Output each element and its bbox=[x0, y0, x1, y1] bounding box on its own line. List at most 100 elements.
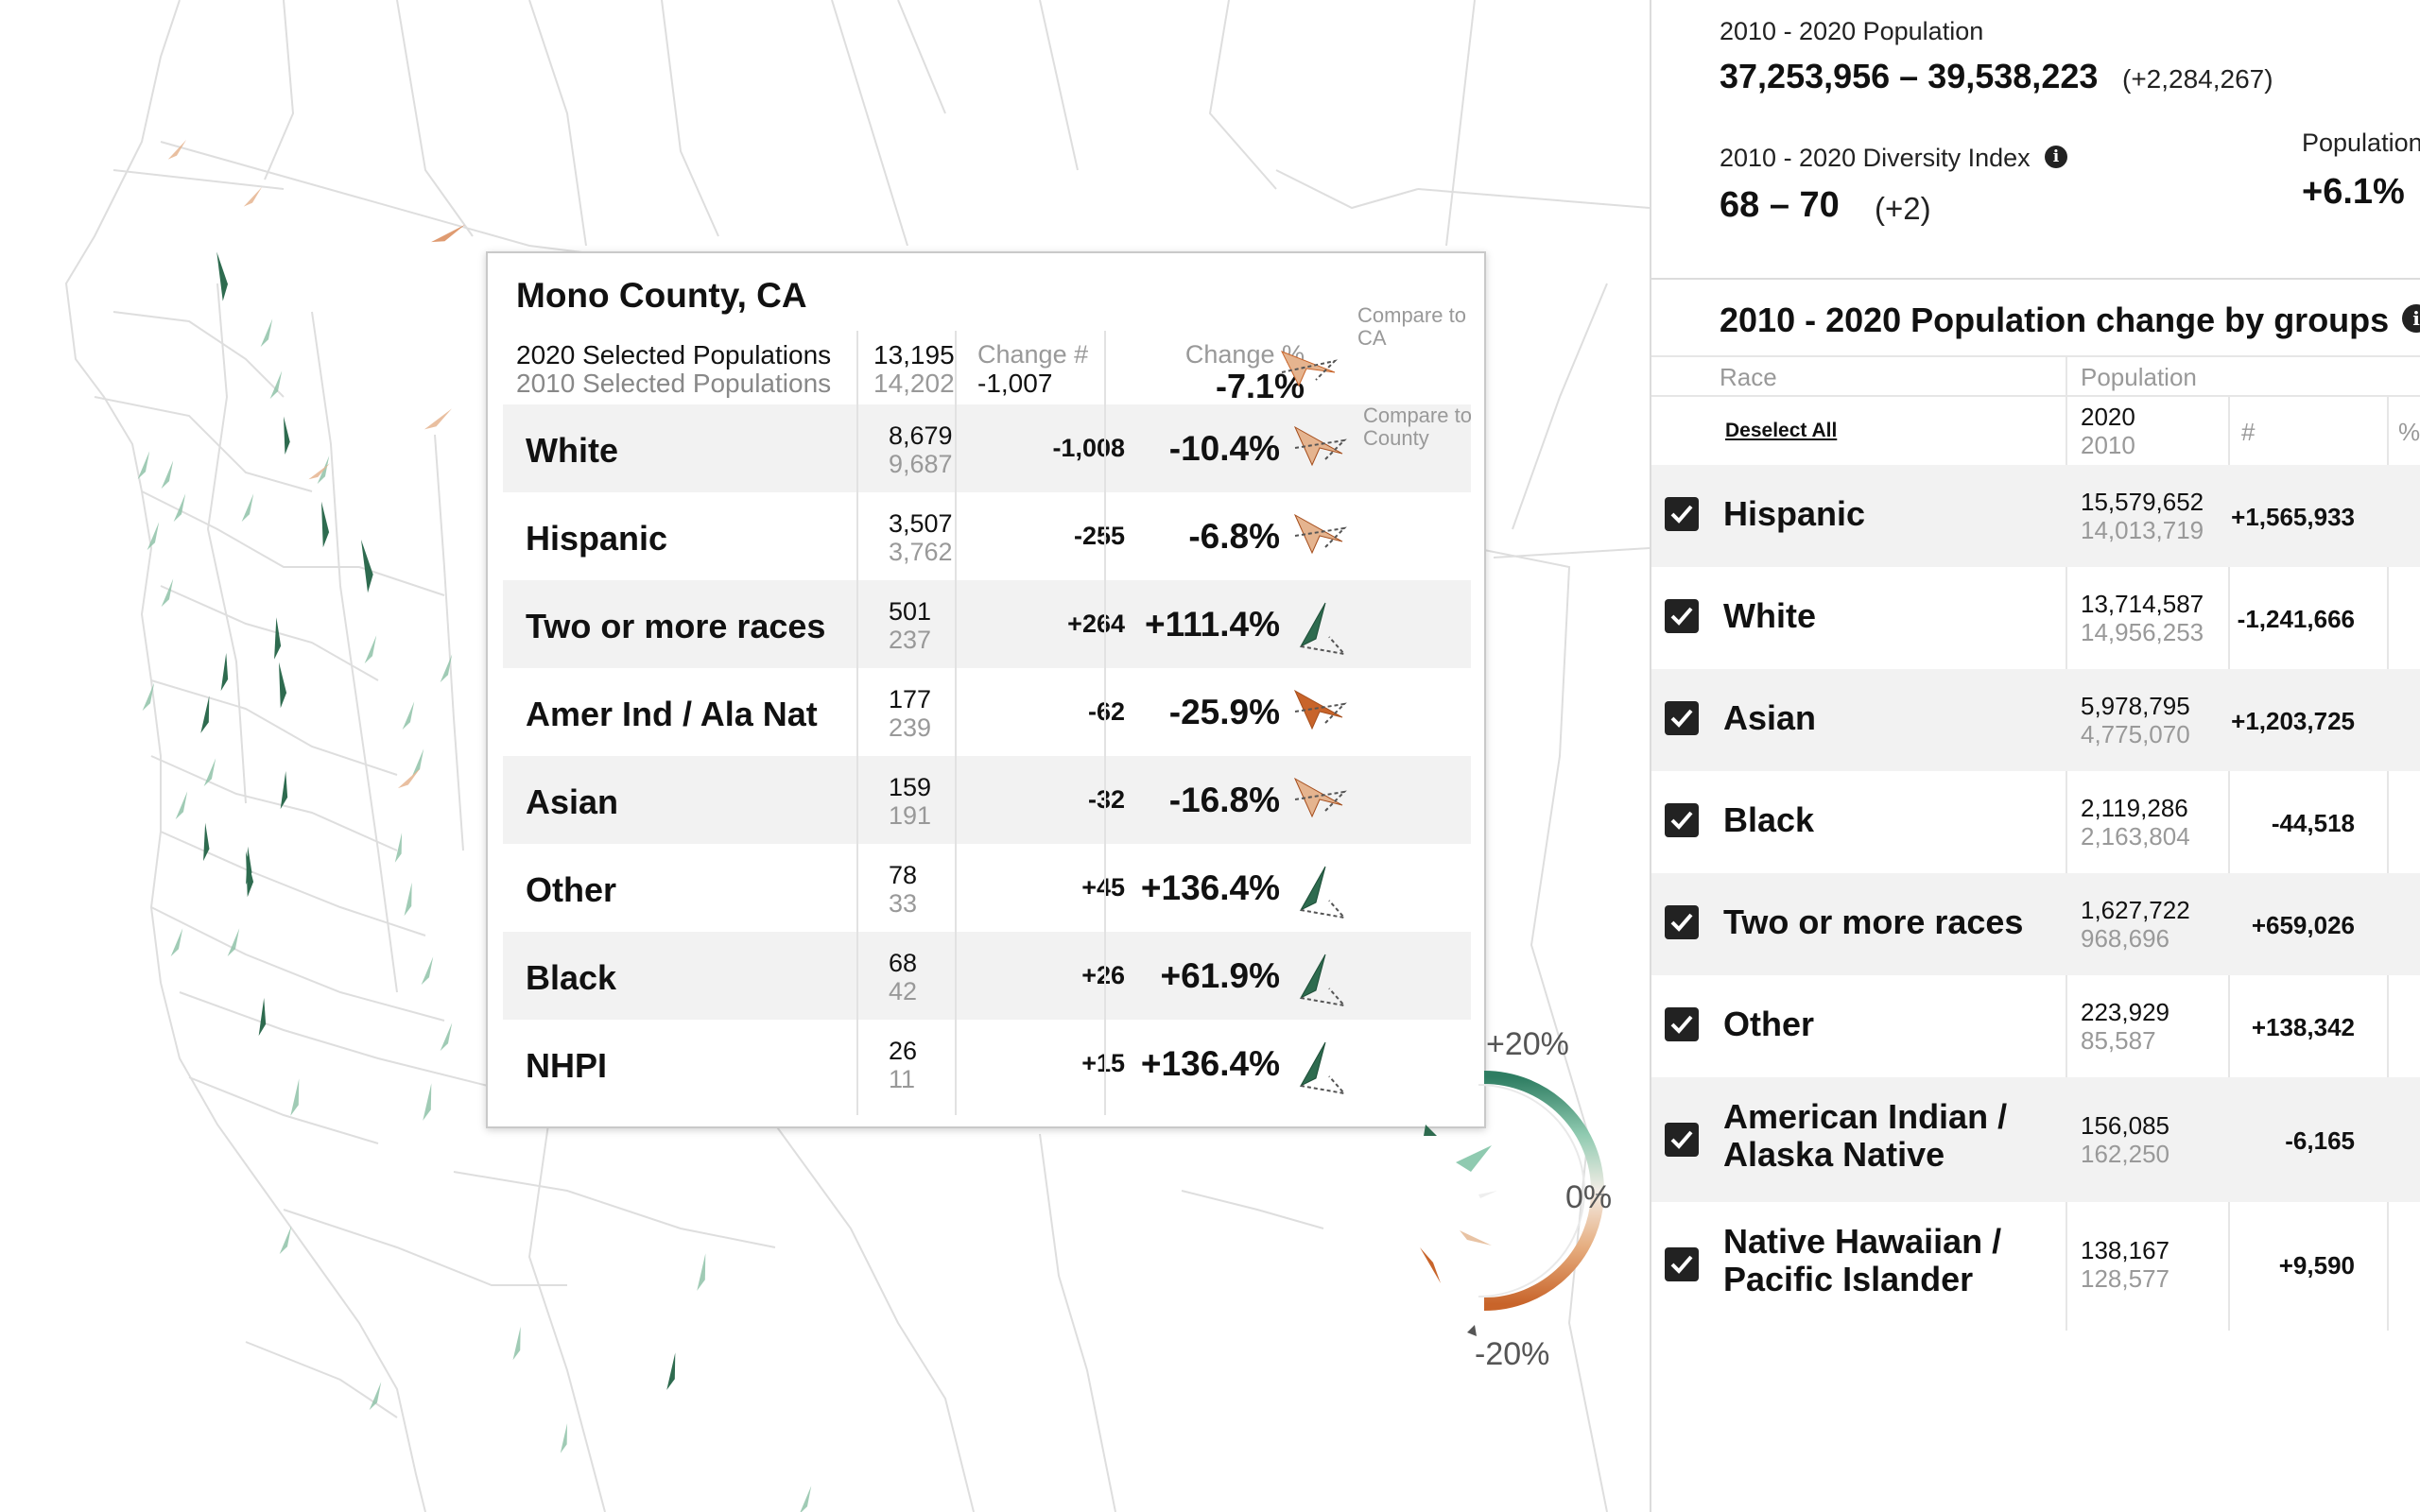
value-2010: 42 bbox=[889, 977, 918, 1005]
group-value-2020: 1,627,722 bbox=[2081, 896, 2190, 924]
map-arrow-marker bbox=[440, 654, 453, 683]
value-2010: 239 bbox=[889, 713, 932, 742]
change-number: -1,008 bbox=[1052, 434, 1125, 462]
population-change: (+2,284,267) bbox=[2122, 64, 2273, 94]
map-arrow-marker bbox=[142, 682, 155, 712]
group-change-number: +659,026 bbox=[2251, 911, 2355, 939]
decrease-arrow-icon bbox=[1288, 507, 1354, 575]
summary-value-2010: 14,202 bbox=[873, 369, 955, 398]
group-row-other[interactable]: Other 223,929 85,587 +138,342 bbox=[1651, 975, 2420, 1077]
group-value-2010: 2,163,804 bbox=[2081, 822, 2190, 850]
popup-row-two-or-more-races: Two or more races 501 237 +264 +111.4% bbox=[503, 580, 1471, 668]
value-2020: 68 bbox=[889, 949, 918, 977]
county-boundaries bbox=[64, 0, 1650, 1512]
map-arrow-marker bbox=[147, 522, 160, 551]
value-2010: 3,762 bbox=[889, 538, 953, 566]
change-percent: -10.4% bbox=[1168, 429, 1280, 468]
group-row-white[interactable]: White 13,714,587 14,956,253 -1,241,666 bbox=[1651, 567, 2420, 669]
summary-pct-value: -7.1% bbox=[1215, 367, 1305, 405]
groups-info-icon[interactable]: i bbox=[2402, 304, 2420, 333]
group-checkbox[interactable] bbox=[1665, 1007, 1699, 1041]
map-arrow-marker bbox=[666, 1352, 676, 1390]
info-icon[interactable]: i bbox=[2045, 146, 2067, 168]
group-checkbox[interactable] bbox=[1665, 1247, 1699, 1281]
group-checkbox[interactable] bbox=[1665, 701, 1699, 735]
population-pct-label: Population bbox=[2302, 129, 2420, 157]
group-row-asian[interactable]: Asian 5,978,795 4,775,070 +1,203,725 bbox=[1651, 669, 2420, 771]
value-2020: 159 bbox=[889, 773, 932, 801]
decrease-arrow-icon bbox=[1288, 683, 1354, 750]
column-divider bbox=[2228, 397, 2230, 1331]
group-value-2020: 2,119,286 bbox=[2081, 794, 2188, 822]
summary-change-value: -1,007 bbox=[977, 369, 1053, 398]
legend-top-label: +20% bbox=[1486, 1026, 1569, 1062]
group-row-american-indian-alaska-native[interactable]: American Indian / Alaska Native 156,085 16… bbox=[1651, 1077, 2420, 1202]
value-2020: 3,507 bbox=[889, 509, 953, 538]
map-arrow-marker bbox=[258, 997, 267, 1037]
group-checkbox[interactable] bbox=[1665, 905, 1699, 939]
value-2010: 237 bbox=[889, 626, 932, 654]
change-percent: -16.8% bbox=[1168, 781, 1280, 819]
map-arrow-marker bbox=[269, 370, 283, 400]
group-row-native-hawaiian-pacific-islander[interactable]: Native Hawaiian / Pacific Islander 138,16… bbox=[1651, 1202, 2420, 1327]
legend-mid-label: 0% bbox=[1565, 1179, 1613, 1215]
group-change-number: -44,518 bbox=[2271, 809, 2355, 837]
change-percent: -6.8% bbox=[1188, 517, 1280, 556]
map-arrow-marker bbox=[423, 1083, 432, 1121]
map-arrow-marker bbox=[283, 416, 290, 455]
popup-table: White 8,679 9,687 -1,008 -10.4% Hispanic 3,507… bbox=[503, 404, 1471, 1108]
map-arrow-marker bbox=[421, 956, 434, 986]
value-2010: 191 bbox=[889, 801, 932, 830]
deselect-all-link[interactable]: Deselect All bbox=[1725, 420, 1838, 441]
group-value-2020: 156,085 bbox=[2081, 1111, 2169, 1140]
map-arrow-marker bbox=[799, 1486, 812, 1512]
group-change-number: +1,203,725 bbox=[2231, 707, 2355, 735]
change-percent: +111.4% bbox=[1144, 605, 1280, 644]
group-change-number: +9,590 bbox=[2278, 1251, 2355, 1280]
map-arrow-marker bbox=[167, 139, 187, 160]
increase-arrow-icon bbox=[1288, 947, 1354, 1014]
map-arrow-marker bbox=[290, 1078, 300, 1116]
group-checkbox[interactable] bbox=[1665, 599, 1699, 633]
group-value-2010: 4,775,070 bbox=[2081, 720, 2190, 748]
group-value-2010: 968,696 bbox=[2081, 924, 2169, 953]
summary-label-2010: 2010 Selected Populations bbox=[516, 369, 832, 398]
change-number: +264 bbox=[1067, 610, 1125, 638]
race-name: White bbox=[526, 431, 618, 470]
map-arrow-marker bbox=[170, 928, 183, 957]
increase-arrow-icon bbox=[1288, 595, 1354, 662]
group-name: Other bbox=[1723, 1005, 1815, 1043]
column-change-number: # bbox=[2241, 418, 2256, 446]
race-name: Two or more races bbox=[526, 607, 826, 645]
change-number: -255 bbox=[1073, 522, 1125, 550]
map-arrow-marker bbox=[361, 539, 373, 593]
decrease-arrow-icon bbox=[1288, 771, 1354, 838]
map-arrow-marker bbox=[424, 408, 452, 430]
group-row-hispanic[interactable]: Hispanic 15,579,652 14,013,719 +1,565,933 bbox=[1651, 465, 2420, 567]
map-arrow-marker bbox=[440, 1022, 453, 1052]
summary-label-2020: 2020 Selected Populations bbox=[516, 340, 832, 369]
column-race: Race bbox=[1720, 363, 1777, 391]
group-checkbox[interactable] bbox=[1665, 803, 1699, 837]
map-arrow-marker bbox=[241, 493, 254, 523]
compare-to-ca-label: Compare to CA bbox=[1357, 303, 1466, 350]
group-value-2010: 14,956,253 bbox=[2081, 618, 2204, 646]
popup-title: Mono County, CA bbox=[516, 276, 807, 315]
group-checkbox[interactable] bbox=[1665, 497, 1699, 531]
group-row-two-or-more-races[interactable]: Two or more races 1,627,722 968,696 +659,02… bbox=[1651, 873, 2420, 975]
header-year-2010: 2010 bbox=[2081, 431, 2135, 459]
group-name: American Indian / Alaska Native bbox=[1723, 1097, 2008, 1174]
diversity-change: (+2) bbox=[1875, 191, 1931, 226]
stats-panel: 2010 - 2020 Population 37,253,956 – 39,5… bbox=[1650, 0, 2420, 1512]
value-2010: 33 bbox=[889, 889, 918, 918]
group-row-black[interactable]: Black 2,119,286 2,163,804 -44,518 bbox=[1651, 771, 2420, 873]
change-percent: +61.9% bbox=[1160, 956, 1280, 995]
popup-row-hispanic: Hispanic 3,507 3,762 -255 -6.8% bbox=[503, 492, 1471, 580]
map-arrow-marker bbox=[200, 696, 210, 733]
map-arrow-marker bbox=[364, 635, 377, 664]
legend-bottom-label: -20% bbox=[1475, 1336, 1550, 1372]
county-map[interactable] bbox=[0, 0, 1650, 1512]
group-checkbox[interactable] bbox=[1665, 1123, 1699, 1157]
